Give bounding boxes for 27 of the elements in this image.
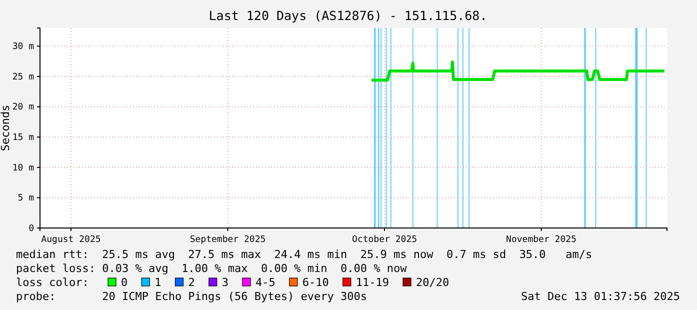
text: 6-10 xyxy=(302,276,329,289)
x-tick-label: September 2025 xyxy=(190,235,266,246)
text: 3 xyxy=(222,276,228,289)
text: packet loss: 0.03 % avg 1.00 % max 0.00 % min 0.00 % now xyxy=(16,262,408,275)
text: 4-5 xyxy=(256,276,276,289)
text: 11-19 xyxy=(356,276,389,289)
y-tick-label: 0 xyxy=(28,224,34,234)
x-tick-label: November 2025 xyxy=(506,235,576,246)
text: probe: 20 ICMP Echo Pings (56 Bytes) every 300s xyxy=(16,290,367,303)
line-series xyxy=(370,60,666,82)
text: loss color: xyxy=(16,276,89,289)
y-axis-title: Seconds xyxy=(0,104,12,152)
text: median rtt: 25.5 ms avg 27.5 ms max 24.4 ms min 25.9 ms now 0.7 ms sd 35.0 am/s xyxy=(16,248,592,261)
x-tick-label: October 2025 xyxy=(352,235,418,246)
text: 1 xyxy=(154,276,162,289)
y-tick-label: 5 m xyxy=(18,194,34,204)
text: Sat Dec 13 01:37:56 2025 xyxy=(521,290,680,303)
y-tick-label: 25 m xyxy=(12,72,34,82)
y-tick-label: 10 m xyxy=(12,163,34,174)
text: 2 xyxy=(188,276,195,289)
chart-title: Last 120 Days (AS12876) - 151.115.68. xyxy=(208,8,488,23)
y-tick-label: 15 m xyxy=(12,132,34,143)
x-tick-label: August 2025 xyxy=(41,235,101,246)
text: 0 xyxy=(121,276,128,289)
text: 20/20 xyxy=(416,276,450,289)
y-tick-label: 30 m xyxy=(12,42,34,52)
y-tick-label: 20 m xyxy=(12,102,34,113)
